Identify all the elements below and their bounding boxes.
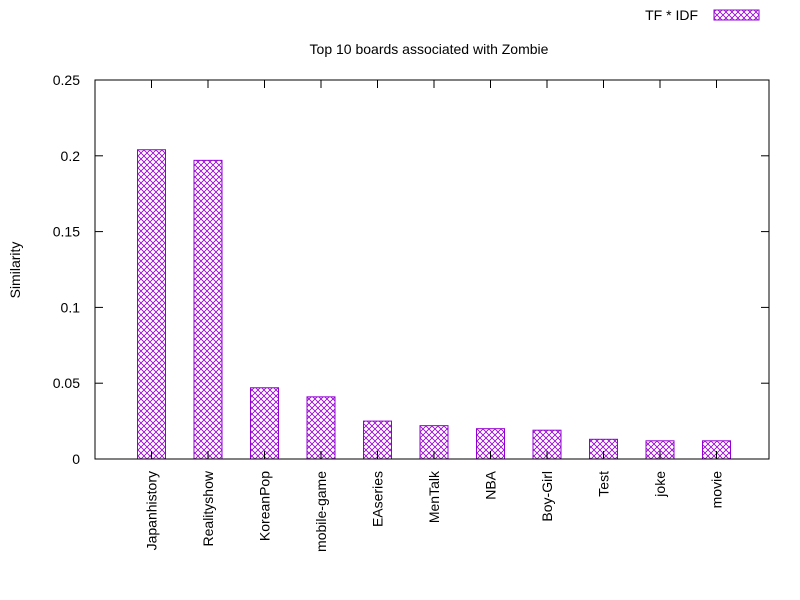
legend-swatch [713, 9, 760, 21]
y-axis-label: Similarity [7, 242, 23, 299]
y-tick-label: 0 [72, 451, 80, 467]
bar-japanhistory [137, 149, 166, 460]
x-tick-label: mobile-game [313, 471, 329, 552]
bar-mobile-game [306, 396, 336, 460]
y-tick-label: 0.25 [53, 72, 80, 88]
plot-frame [94, 79, 770, 460]
legend-label: TF * IDF [645, 7, 698, 23]
x-tick-label: KoreanPop [257, 471, 273, 541]
chart-title: Top 10 boards associated with Zombie [310, 41, 549, 57]
x-tick-label: Boy-Girl [539, 471, 555, 522]
y-tick-label: 0.2 [61, 148, 81, 164]
x-tick-label: movie [709, 471, 725, 509]
bar-koreanpop [250, 387, 279, 460]
x-tick-label: NBA [483, 470, 499, 499]
x-tick-label: Realityshow [200, 470, 216, 546]
y-tick-label: 0.15 [53, 224, 80, 240]
y-axis: 0 0.05 0.1 0.15 0.2 0.25 [53, 72, 769, 467]
bar-realityshow [193, 159, 223, 460]
bars [137, 149, 731, 460]
legend: TF * IDF [645, 7, 760, 23]
y-tick-label: 0.1 [61, 299, 81, 315]
y-tick-label: 0.05 [53, 375, 80, 391]
x-tick-label: joke [652, 471, 668, 498]
x-tick-label: Test [596, 471, 612, 497]
x-tick-label: MenTalk [426, 470, 442, 523]
x-tick-label: Japanhistory [144, 471, 160, 550]
x-tick-label: EAseries [370, 471, 386, 527]
x-axis: Japanhistory Realityshow KoreanPop mobile-g… [144, 80, 725, 552]
